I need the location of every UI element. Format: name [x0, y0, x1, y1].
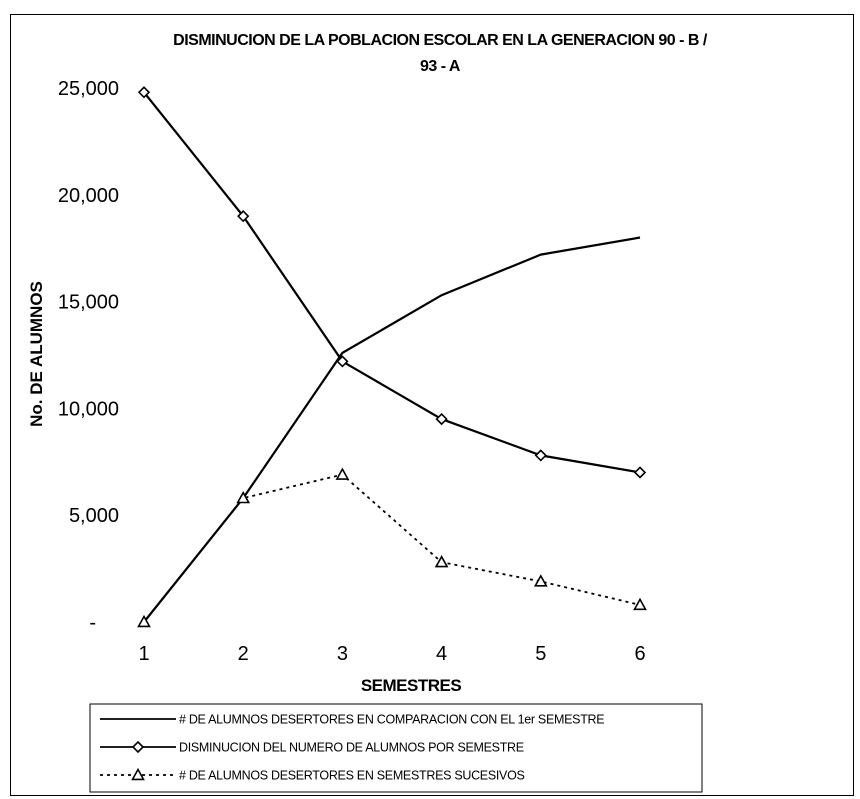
series-layer — [137, 86, 647, 628]
series-3-point — [335, 467, 350, 480]
series-3-line — [143, 473, 641, 623]
series-2-point — [336, 355, 349, 368]
legend-label-3: # DE ALUMNOS DESERTORES EN SEMESTRES SUC… — [179, 769, 525, 783]
y-tick-label: 15,000 — [58, 292, 119, 314]
y-axis-label: No. DE ALUMNOS — [27, 281, 46, 427]
legend-label-1: # DE ALUMNOS DESERTORES EN COMPARACION C… — [179, 713, 604, 727]
series-3-point — [633, 597, 647, 611]
x-tick-label: 1 — [138, 643, 149, 665]
x-tick-label: 5 — [535, 643, 546, 665]
series-2-point — [534, 449, 547, 462]
y-tick-label: 25,000 — [58, 78, 119, 100]
y-tick-label: 10,000 — [58, 398, 119, 420]
x-tick-label: 4 — [436, 643, 447, 665]
legend-box — [89, 703, 703, 793]
series-3 — [137, 467, 647, 628]
series-3-point — [533, 574, 548, 587]
legend-label-2: DISMINUCION DEL NUMERO DE ALUMNOS POR SE… — [179, 741, 524, 755]
series-2-point — [633, 466, 647, 479]
x-tick-labels: 1 2 3 4 5 6 — [138, 643, 645, 665]
series-3-point — [434, 555, 449, 568]
series-3-point — [236, 490, 251, 504]
x-tick-label: 2 — [238, 643, 249, 665]
chart-title-line2: 93 - A — [420, 58, 461, 75]
series-1 — [143, 236, 641, 623]
x-axis-label: SEMESTRES — [361, 676, 462, 695]
x-tick-label: 3 — [337, 643, 348, 665]
series-2-point — [137, 86, 151, 99]
chart-frame — [10, 14, 854, 796]
legend-marker-2 — [131, 740, 145, 754]
y-tick-labels: - 5,000 10,000 15,000 20,000 25,000 — [58, 78, 119, 634]
series-2 — [137, 86, 647, 479]
series-1-line — [143, 236, 641, 623]
y-tick-label: 20,000 — [58, 185, 119, 207]
legend-marker-3 — [131, 767, 145, 781]
series-2-line — [143, 91, 641, 474]
chart-title-line1: DISMINUCION DE LA POBLACION ESCOLAR EN L… — [173, 32, 708, 49]
series-2-point — [237, 210, 250, 223]
series-3-point — [137, 614, 151, 628]
y-tick-label: - — [89, 612, 96, 634]
series-2-point — [435, 412, 448, 426]
x-tick-label: 6 — [634, 643, 645, 665]
y-tick-label: 5,000 — [69, 505, 119, 527]
legend: # DE ALUMNOS DESERTORES EN COMPARACION C… — [89, 703, 703, 793]
